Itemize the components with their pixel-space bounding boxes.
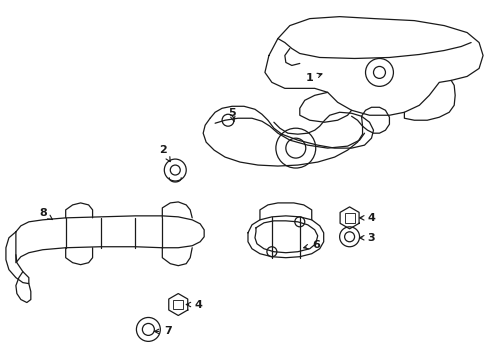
Text: 5: 5 xyxy=(228,108,235,121)
Text: 1: 1 xyxy=(305,73,321,84)
Text: 3: 3 xyxy=(359,233,375,243)
Text: 7: 7 xyxy=(154,327,172,336)
Text: 8: 8 xyxy=(39,208,52,220)
Text: 4: 4 xyxy=(359,213,375,223)
Text: 6: 6 xyxy=(303,240,319,250)
Text: 2: 2 xyxy=(159,145,170,162)
Text: 4: 4 xyxy=(186,300,202,310)
